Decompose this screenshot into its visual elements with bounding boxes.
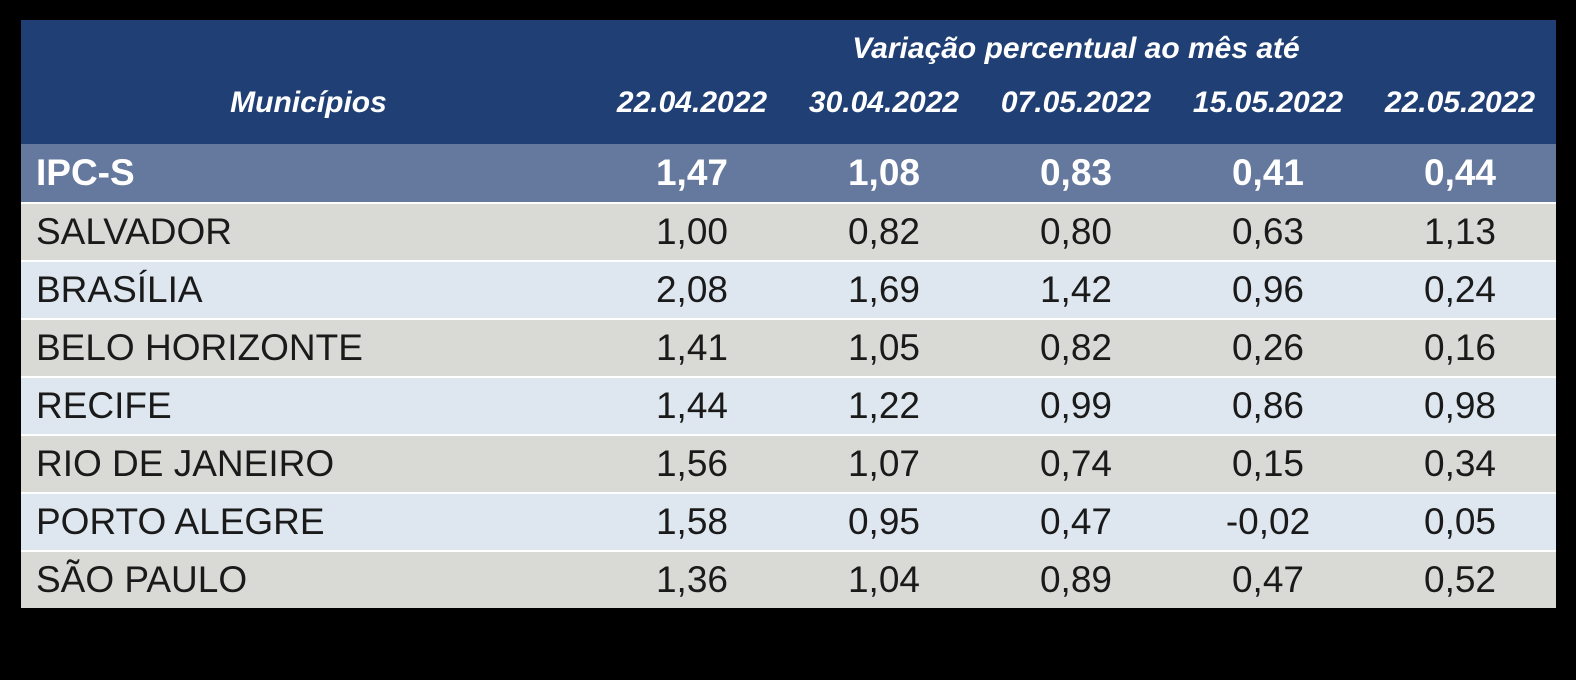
cell-value: 0,47 <box>980 492 1172 551</box>
cell-value: 0,41 <box>1172 144 1364 203</box>
cell-value: 0,47 <box>1172 550 1364 608</box>
table-row-column-headers: Municípios 22.04.2022 30.04.2022 07.05.2… <box>21 70 1557 144</box>
cell-value: 1,05 <box>788 318 980 377</box>
column-header-date-5: 22.05.2022 <box>1364 70 1557 144</box>
row-label: RIO DE JANEIRO <box>21 434 596 493</box>
cell-value: 0,34 <box>1364 434 1557 493</box>
cell-value: 0,83 <box>980 144 1172 203</box>
cell-value: 1,69 <box>788 260 980 319</box>
row-label: RECIFE <box>21 376 596 435</box>
cell-value: 0,63 <box>1172 202 1364 261</box>
column-header-date-2: 30.04.2022 <box>788 70 980 144</box>
table-row-porto-alegre: PORTO ALEGRE 1,58 0,95 0,47 -0,02 0,05 <box>21 492 1557 551</box>
cell-value: 0,98 <box>1364 376 1557 435</box>
cell-value: 0,82 <box>980 318 1172 377</box>
group-header-title: Variação percentual ao mês até <box>596 20 1557 70</box>
cell-value: 1,00 <box>596 202 788 261</box>
table-row-ipcs: IPC-S 1,47 1,08 0,83 0,41 0,44 <box>21 144 1557 203</box>
row-label: SÃO PAULO <box>21 550 596 608</box>
cell-value: 0,99 <box>980 376 1172 435</box>
header-spacer <box>21 20 596 70</box>
column-header-date-3: 07.05.2022 <box>980 70 1172 144</box>
table-body: IPC-S 1,47 1,08 0,83 0,41 0,44 SALVADOR … <box>21 144 1557 608</box>
cell-value: 0,82 <box>788 202 980 261</box>
cell-value: 0,95 <box>788 492 980 551</box>
cell-value: 0,74 <box>980 434 1172 493</box>
cell-value: 0,96 <box>1172 260 1364 319</box>
cell-value: 0,26 <box>1172 318 1364 377</box>
row-label: SALVADOR <box>21 202 596 261</box>
column-header-date-1: 22.04.2022 <box>596 70 788 144</box>
table-row-brasilia: BRASÍLIA 2,08 1,69 1,42 0,96 0,24 <box>21 260 1557 319</box>
cell-value: 0,86 <box>1172 376 1364 435</box>
row-label: PORTO ALEGRE <box>21 492 596 551</box>
cell-value: 1,58 <box>596 492 788 551</box>
cell-value: 0,52 <box>1364 550 1557 608</box>
table-row-belo-horizonte: BELO HORIZONTE 1,41 1,05 0,82 0,26 0,16 <box>21 318 1557 377</box>
cell-value: 1,42 <box>980 260 1172 319</box>
cell-value: 1,36 <box>596 550 788 608</box>
cell-value: 0,24 <box>1364 260 1557 319</box>
cell-value: 1,41 <box>596 318 788 377</box>
cell-value: 1,56 <box>596 434 788 493</box>
row-label: BELO HORIZONTE <box>21 318 596 377</box>
cell-value: 0,89 <box>980 550 1172 608</box>
row-label: BRASÍLIA <box>21 260 596 319</box>
table-row-salvador: SALVADOR 1,00 0,82 0,80 0,63 1,13 <box>21 202 1557 261</box>
cell-value: 2,08 <box>596 260 788 319</box>
cell-value: 1,08 <box>788 144 980 203</box>
cell-value: 0,15 <box>1172 434 1364 493</box>
cell-value: 1,13 <box>1364 202 1557 261</box>
table-row-recife: RECIFE 1,44 1,22 0,99 0,86 0,98 <box>21 376 1557 435</box>
ipcs-variation-table: Variação percentual ao mês até Município… <box>21 20 1557 608</box>
cell-value: 0,05 <box>1364 492 1557 551</box>
table-row-rio-de-janeiro: RIO DE JANEIRO 1,56 1,07 0,74 0,15 0,34 <box>21 434 1557 493</box>
cell-value: -0,02 <box>1172 492 1364 551</box>
cell-value: 1,07 <box>788 434 980 493</box>
column-header-date-4: 15.05.2022 <box>1172 70 1364 144</box>
table-row-group-header: Variação percentual ao mês até <box>21 20 1557 70</box>
table-header: Variação percentual ao mês até Município… <box>21 20 1557 144</box>
table-row-sao-paulo: SÃO PAULO 1,36 1,04 0,89 0,47 0,52 <box>21 550 1557 608</box>
cell-value: 1,04 <box>788 550 980 608</box>
column-header-municipios: Municípios <box>21 70 596 144</box>
cell-value: 1,44 <box>596 376 788 435</box>
cell-value: 0,80 <box>980 202 1172 261</box>
cell-value: 0,44 <box>1364 144 1557 203</box>
row-label: IPC-S <box>21 144 596 203</box>
cell-value: 0,16 <box>1364 318 1557 377</box>
cell-value: 1,22 <box>788 376 980 435</box>
table-container: Variação percentual ao mês até Município… <box>21 20 1557 608</box>
cell-value: 1,47 <box>596 144 788 203</box>
